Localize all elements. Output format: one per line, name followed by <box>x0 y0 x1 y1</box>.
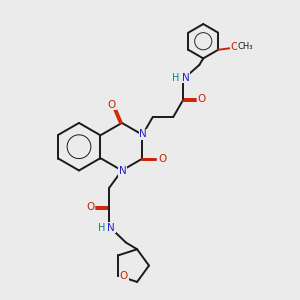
Text: O: O <box>120 271 128 281</box>
Text: O: O <box>158 154 166 164</box>
Text: N: N <box>139 129 147 139</box>
Text: O: O <box>198 94 206 104</box>
Text: H: H <box>98 223 106 233</box>
Text: H: H <box>172 73 180 82</box>
Text: O: O <box>230 42 239 52</box>
Text: CH₃: CH₃ <box>238 42 253 51</box>
Text: O: O <box>108 100 116 110</box>
Text: O: O <box>86 202 94 212</box>
Text: N: N <box>119 166 126 176</box>
Text: N: N <box>182 73 189 82</box>
Text: N: N <box>107 223 115 233</box>
